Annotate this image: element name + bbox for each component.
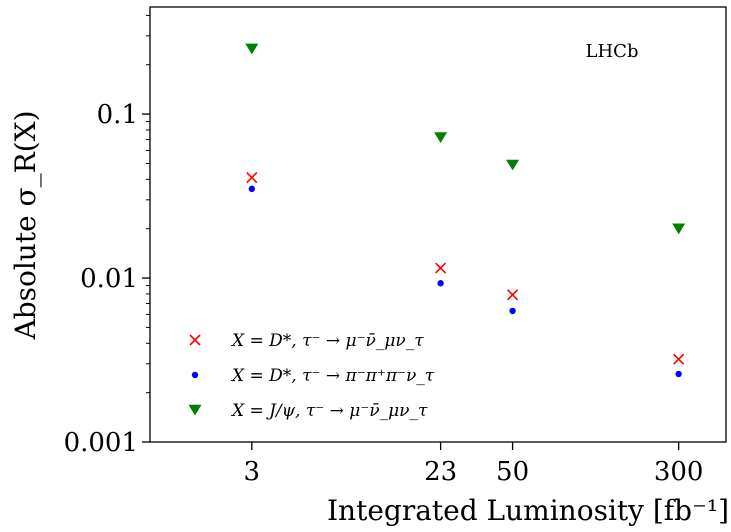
series-1-point-2 [509,307,516,315]
y-tick-label-0: 0.001 [64,428,138,458]
x-tick-label-2: 50 [496,457,529,487]
series-2-point-0 [245,43,259,55]
plot-frame [149,6,727,443]
legend-marker-2 [188,404,202,416]
x-tick-label-1: 23 [424,457,457,487]
series-1-point-3 [675,370,682,378]
series-0-point-1 [435,262,447,274]
x-tick-label-0: 3 [244,457,261,487]
series-0-point-2 [507,289,519,301]
x-axis-label: Integrated Luminosity [fb⁻¹] [327,494,729,527]
series-1-point-0 [248,185,256,193]
legend-marker-0 [189,334,201,346]
series-2-point-3 [672,223,686,235]
legend: X = D*, τ⁻ → μ⁻ν̄_μν_τ X = D*, τ⁻ → π⁻π⁺π… [188,331,435,421]
series-0-point-3 [673,353,685,365]
lhcb-annotation: LHCb [586,41,639,62]
legend-label-1: X = D*, τ⁻ → π⁻π⁺π⁻ν_τ [230,366,435,386]
ticks-layer: 0.001 0.01 0.1 3 23 50 300 [64,14,704,487]
series-1-point-1 [437,280,444,287]
points-layer [245,43,686,378]
series-2-point-2 [506,159,520,171]
legend-label-0: X = D*, τ⁻ → μ⁻ν̄_μν_τ [230,331,424,351]
y-axis-label: Absolute σ_R(X) [9,110,42,340]
y-tick-label-1: 0.01 [80,264,138,294]
series-2-point-1 [434,132,448,144]
legend-label-2: X = J/ψ, τ⁻ → μ⁻ν̄_μν_τ [230,401,428,421]
y-tick-label-2: 0.1 [97,100,138,130]
legend-marker-1 [191,371,199,379]
x-tick-label-3: 300 [654,457,704,487]
series-0-point-0 [246,172,258,184]
